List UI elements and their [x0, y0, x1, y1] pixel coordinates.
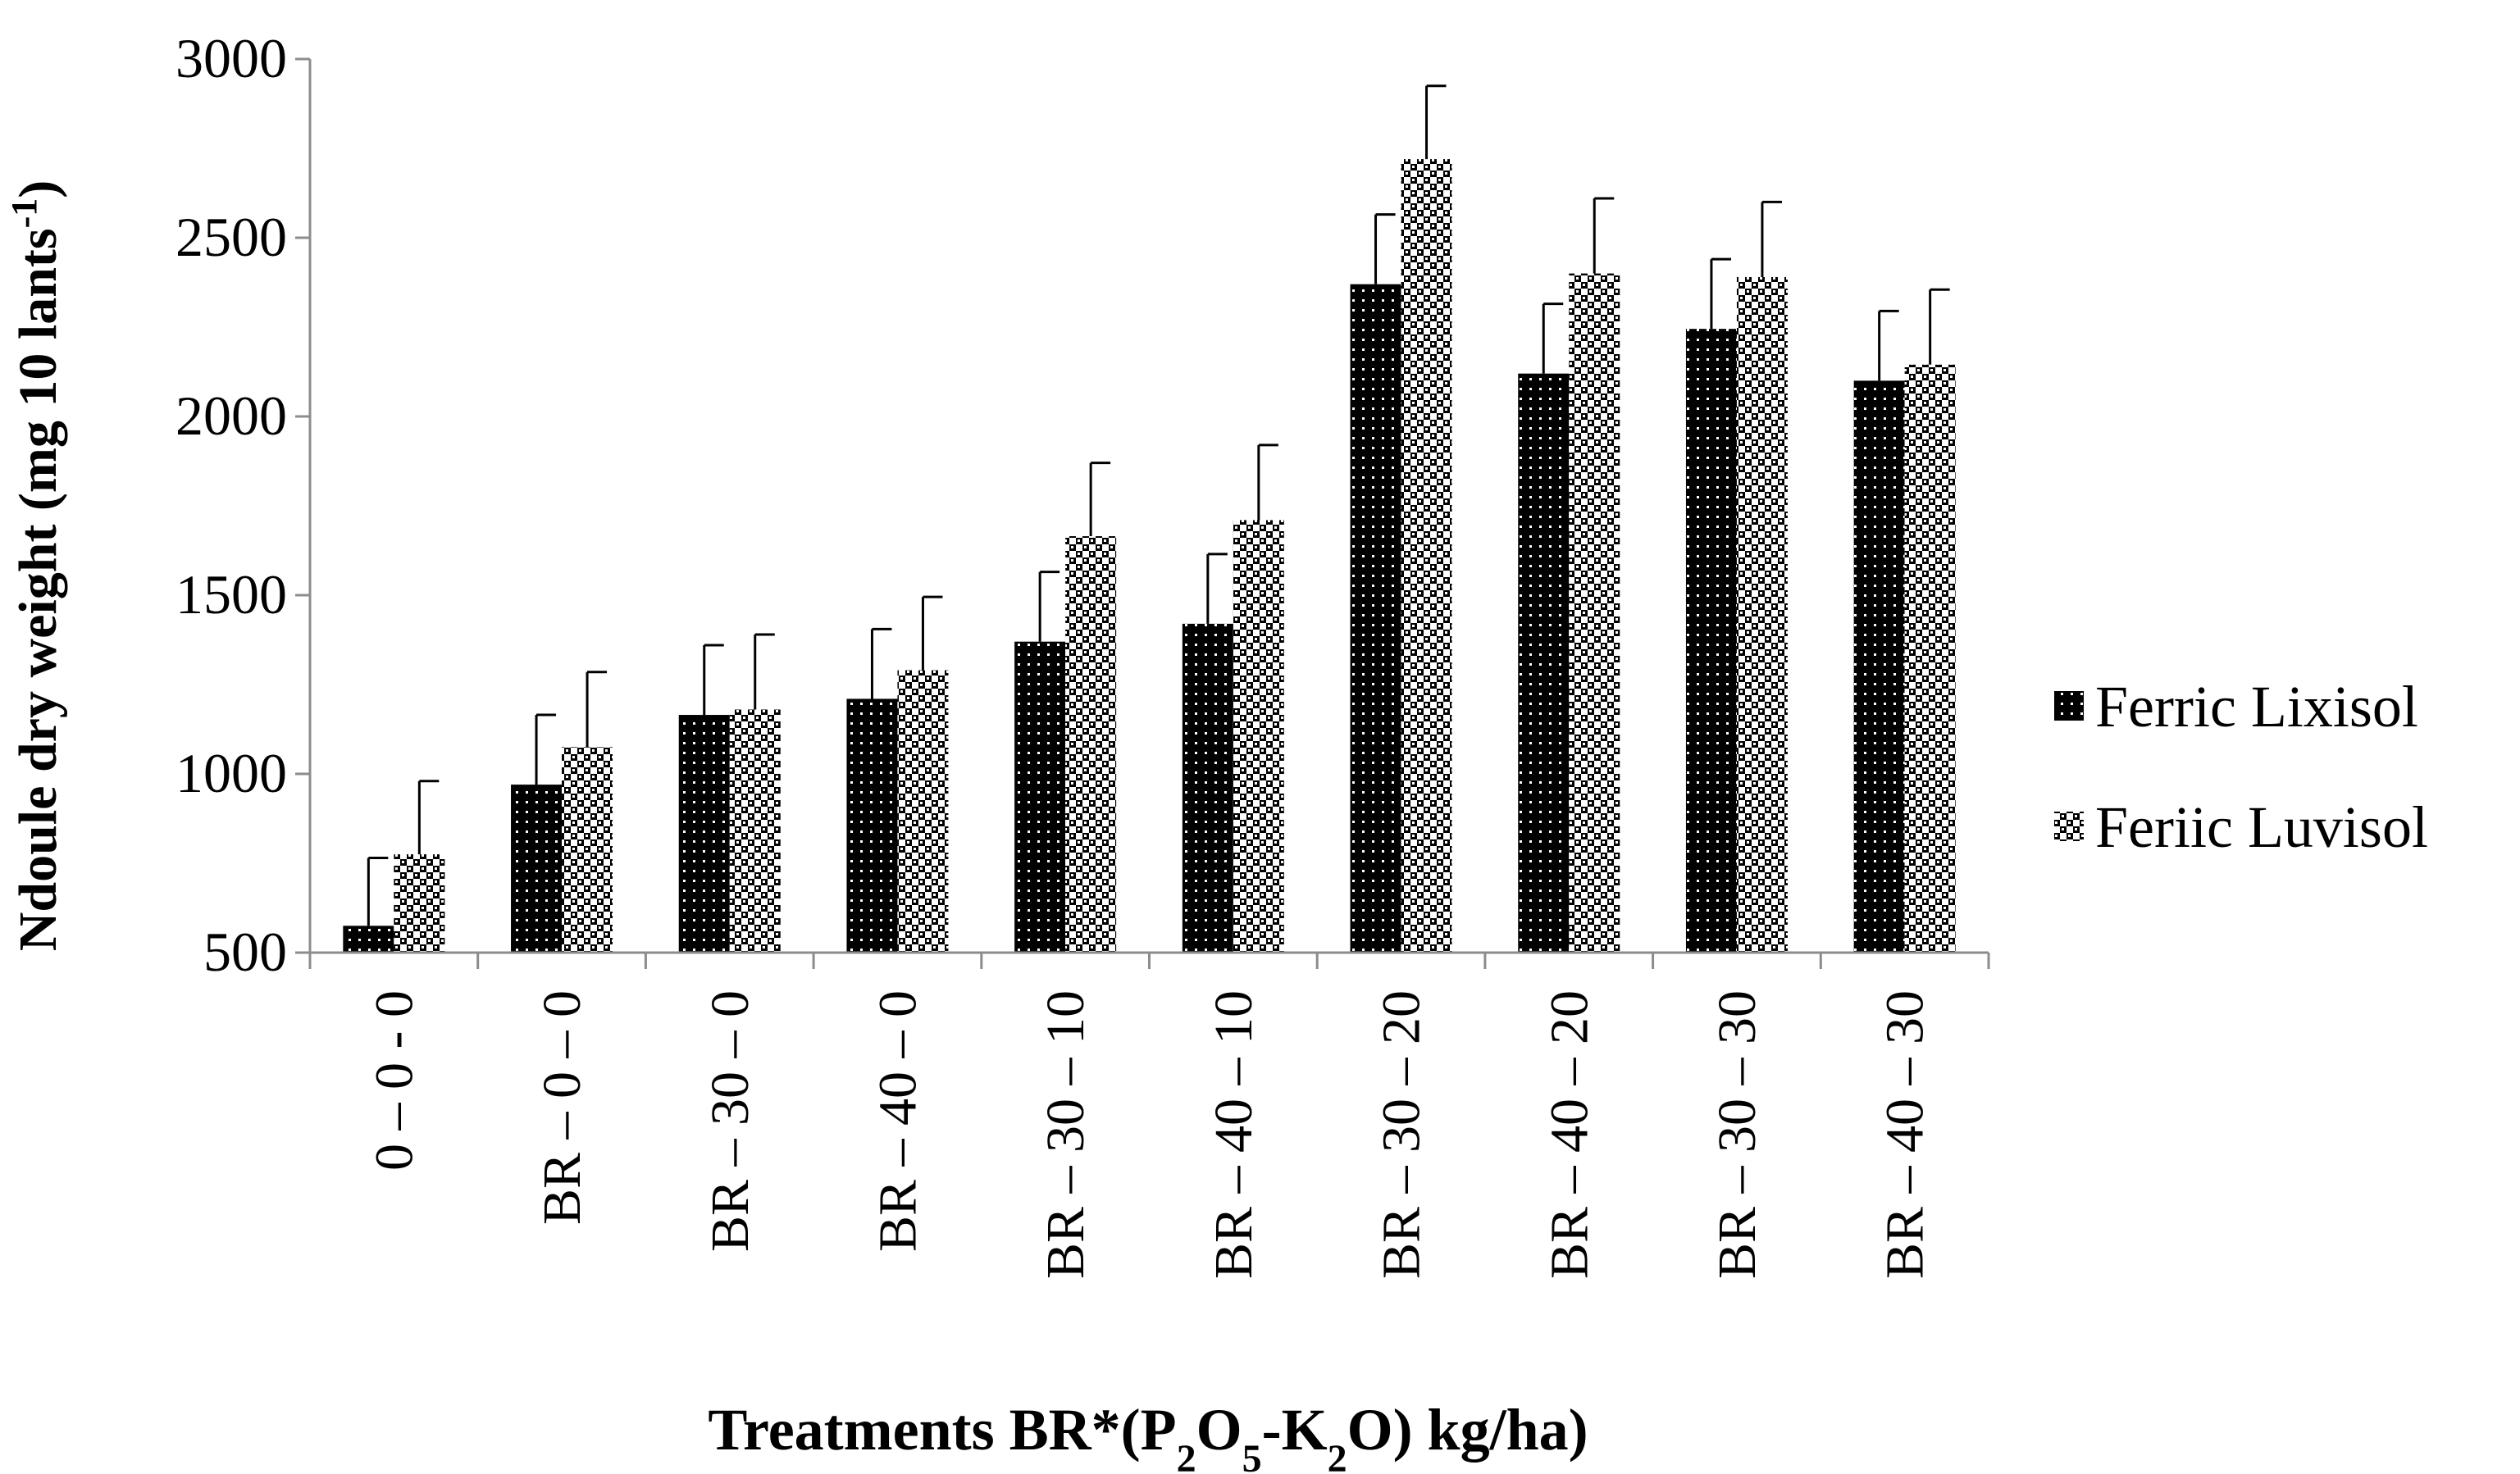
bar-feriic-luvisol	[1569, 273, 1620, 953]
y-tick-label: 500	[203, 921, 287, 983]
bar-ferric-lixisol	[846, 698, 898, 953]
x-category-label: BR – 40 – 20	[1539, 990, 1599, 1279]
bar-ferric-lixisol	[1685, 329, 1737, 953]
y-tick-label: 1000	[175, 742, 287, 804]
bar-ferric-lixisol	[678, 715, 730, 953]
x-ticks: 0 – 0 - 0 BR – 0 – 0 BR – 30 – 0 BR – 40 – …	[308, 953, 1990, 1279]
y-tick-label: 3000	[175, 27, 287, 89]
x-category-label: 0 – 0 - 0	[364, 990, 424, 1171]
y-tick-label: 1500	[175, 563, 287, 626]
bar-feriic-luvisol	[897, 670, 949, 953]
legend-swatch-feriic-luvisol	[2054, 812, 2084, 841]
bar-ferric-lixisol	[1014, 641, 1066, 953]
bar-feriic-luvisol	[1401, 159, 1452, 953]
bar-ferric-lixisol	[511, 785, 563, 953]
legend-label-ferric-lixisol: Ferric Lixisol	[2095, 674, 2418, 739]
legend: Ferric Lixisol Feriic Luvisol	[2054, 674, 2428, 860]
y-axis-label-superscript: -1	[4, 198, 44, 229]
legend-label-feriic-luvisol: Feriic Luvisol	[2095, 794, 2428, 860]
x-category-label: BR – 0 – 0	[532, 990, 592, 1225]
bar-feriic-luvisol	[1233, 520, 1284, 953]
bar-feriic-luvisol	[1736, 276, 1788, 953]
error-bars-layer	[367, 84, 1950, 926]
x-category-label: BR – 40 – 30	[1875, 990, 1935, 1279]
bar-ferric-lixisol	[1350, 284, 1401, 953]
legend-item-ferric-lixisol: Ferric Lixisol	[2054, 674, 2418, 739]
bar-ferric-lixisol	[343, 926, 394, 953]
bar-ferric-lixisol	[1853, 380, 1905, 953]
bars-layer	[343, 159, 1956, 953]
bar-feriic-luvisol	[729, 709, 781, 953]
y-tick-label: 2500	[175, 206, 287, 268]
bar-ferric-lixisol	[1518, 373, 1570, 953]
y-axis-label: Ndoule dry weight (mg 10 lants-1)	[4, 180, 69, 952]
x-category-label: BR – 30 – 0	[700, 990, 760, 1252]
x-category-label: BR – 30 – 30	[1707, 990, 1767, 1279]
x-category-label: BR – 40 – 10	[1204, 990, 1264, 1279]
x-category-label: BR – 40 – 0	[868, 990, 927, 1252]
x-axis-label: Treatments BR*(P2O5-K2O) kg/ha)	[708, 1397, 1588, 1474]
legend-swatch-ferric-lixisol	[2054, 691, 2084, 721]
x-category-label: BR – 30 – 10	[1036, 990, 1096, 1279]
bar-ferric-lixisol	[1182, 623, 1233, 953]
bar-feriic-luvisol	[562, 747, 613, 953]
y-ticks: 500 1000 1500 2000 2500 3000	[175, 27, 310, 983]
y-tick-label: 2000	[175, 384, 287, 447]
x-category-label: BR – 30 – 20	[1372, 990, 1432, 1279]
bar-feriic-luvisol	[394, 854, 445, 953]
bar-feriic-luvisol	[1904, 364, 1956, 953]
legend-item-feriic-luvisol: Feriic Luvisol	[2054, 794, 2428, 860]
bar-feriic-luvisol	[1065, 536, 1117, 953]
